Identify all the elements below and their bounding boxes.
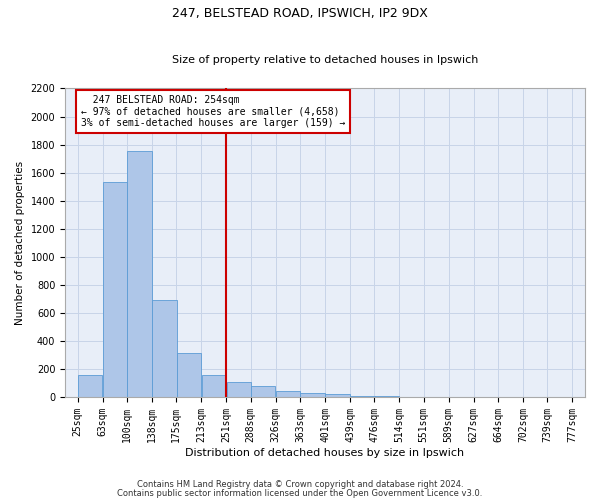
Bar xyxy=(350,396,375,397)
Bar xyxy=(374,396,399,397)
Bar xyxy=(78,375,102,397)
Bar xyxy=(152,300,176,397)
X-axis label: Distribution of detached houses by size in Ipswich: Distribution of detached houses by size … xyxy=(185,448,464,458)
Bar xyxy=(176,353,201,397)
Title: Size of property relative to detached houses in Ipswich: Size of property relative to detached ho… xyxy=(172,56,478,66)
Bar xyxy=(251,386,275,397)
Text: Contains HM Land Registry data © Crown copyright and database right 2024.: Contains HM Land Registry data © Crown c… xyxy=(137,480,463,489)
Bar xyxy=(300,394,325,397)
Text: 247 BELSTEAD ROAD: 254sqm
← 97% of detached houses are smaller (4,658)
3% of sem: 247 BELSTEAD ROAD: 254sqm ← 97% of detac… xyxy=(81,95,345,128)
Y-axis label: Number of detached properties: Number of detached properties xyxy=(15,160,25,325)
Bar xyxy=(202,375,226,397)
Bar xyxy=(276,392,301,397)
Text: 247, BELSTEAD ROAD, IPSWICH, IP2 9DX: 247, BELSTEAD ROAD, IPSWICH, IP2 9DX xyxy=(172,8,428,20)
Bar xyxy=(325,394,350,397)
Bar xyxy=(103,182,127,397)
Bar xyxy=(127,151,152,397)
Bar xyxy=(227,382,251,397)
Text: Contains public sector information licensed under the Open Government Licence v3: Contains public sector information licen… xyxy=(118,489,482,498)
